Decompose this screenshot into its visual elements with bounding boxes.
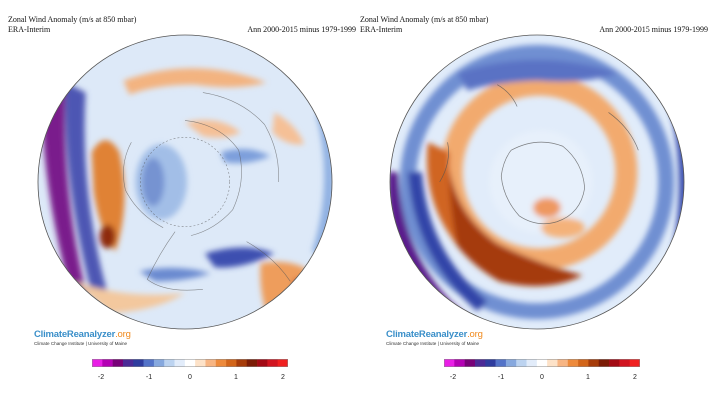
logo-name: ClimateReanalyzer	[386, 329, 468, 340]
colorbar-swatches	[92, 359, 289, 367]
colorbar-swatch	[153, 359, 165, 367]
colorbar-swatch	[122, 359, 134, 367]
sh-globe-map	[389, 34, 685, 330]
colorbar-swatch	[215, 359, 227, 367]
colorbar-swatch	[598, 359, 610, 367]
colorbar-swatch	[474, 359, 486, 367]
colorbar-swatch	[578, 359, 589, 367]
tick-label: 2	[281, 374, 285, 381]
colorbar-swatch	[267, 359, 278, 367]
colorbar-swatch	[184, 359, 196, 367]
colorbar-border	[444, 359, 640, 367]
colorbar-swatch	[536, 359, 548, 367]
colorbar-swatch	[444, 359, 455, 367]
climate-reanalyzer-logo: ClimateReanalyzer.org Climate Change Ins…	[34, 329, 131, 346]
tick-label: 0	[540, 374, 544, 381]
colorbar-border	[92, 359, 288, 367]
colorbar-swatch	[609, 359, 620, 367]
colorbar-swatch	[505, 359, 517, 367]
sh-panel: Zonal Wind Anomaly (m/s at 850 mbar) ERA…	[360, 0, 708, 405]
colorbar-swatch	[236, 359, 248, 367]
colorbar-swatch	[619, 359, 630, 367]
logo-institution: Climate Change Institute | University of…	[386, 341, 480, 346]
period-label: Ann 2000-2015 minus 1979-1999	[247, 25, 356, 34]
climate-reanalyzer-logo: ClimateReanalyzer.org Climate Change Ins…	[386, 329, 483, 346]
colorbar-swatch	[195, 359, 206, 367]
colorbar-ticks: -2 -1 0 1 2	[444, 374, 640, 384]
colorbar-swatch	[567, 359, 579, 367]
colorbar-swatch	[226, 359, 237, 367]
logo-suffix: .org	[467, 329, 483, 340]
map-title: Zonal Wind Anomaly (m/s at 850 mbar)	[360, 15, 489, 24]
period-label: Ann 2000-2015 minus 1979-1999	[599, 25, 708, 34]
colorbar-swatch	[516, 359, 527, 367]
colorbar-ticks: -2 -1 0 1 2	[92, 374, 288, 384]
tick-label: -1	[497, 374, 505, 381]
tick-label: -2	[97, 374, 105, 381]
colorbar-swatch	[174, 359, 186, 367]
tick-label: 1	[234, 374, 238, 381]
colorbar-swatch	[102, 359, 113, 367]
logo-institution: Climate Change Institute | University of…	[34, 341, 128, 346]
logo-suffix: .org	[115, 329, 131, 340]
colorbar: -2 -1 0 1 2	[92, 354, 289, 384]
nh-globe-map	[37, 34, 333, 330]
dataset-label: ERA-Interim	[360, 25, 403, 34]
tick-label: 1	[586, 374, 590, 381]
colorbar-swatch	[164, 359, 175, 367]
dataset-label: ERA-Interim	[8, 25, 51, 34]
tick-label: -1	[145, 374, 153, 381]
tick-label: 0	[188, 374, 192, 381]
logo-name: ClimateReanalyzer	[34, 329, 116, 340]
colorbar-swatch	[547, 359, 558, 367]
colorbar: -2 -1 0 1 2	[444, 354, 641, 384]
colorbar-swatch	[454, 359, 465, 367]
map-title: Zonal Wind Anomaly (m/s at 850 mbar)	[8, 15, 137, 24]
colorbar-swatch	[133, 359, 144, 367]
colorbar-swatches	[444, 359, 641, 367]
colorbar-swatch	[277, 359, 289, 367]
colorbar-swatch	[526, 359, 538, 367]
tick-label: -2	[449, 374, 457, 381]
colorbar-swatch	[143, 359, 155, 367]
colorbar-swatch	[495, 359, 507, 367]
colorbar-swatch	[112, 359, 124, 367]
colorbar-swatch	[557, 359, 569, 367]
colorbar-swatch	[246, 359, 258, 367]
colorbar-swatch	[485, 359, 496, 367]
colorbar-swatch	[257, 359, 268, 367]
colorbar-swatch	[588, 359, 600, 367]
nh-panel: Zonal Wind Anomaly (m/s at 850 mbar) ERA…	[8, 0, 356, 405]
tick-label: 2	[633, 374, 637, 381]
colorbar-swatch	[205, 359, 217, 367]
colorbar-swatch	[92, 359, 103, 367]
colorbar-swatch	[629, 359, 641, 367]
colorbar-swatch	[464, 359, 476, 367]
